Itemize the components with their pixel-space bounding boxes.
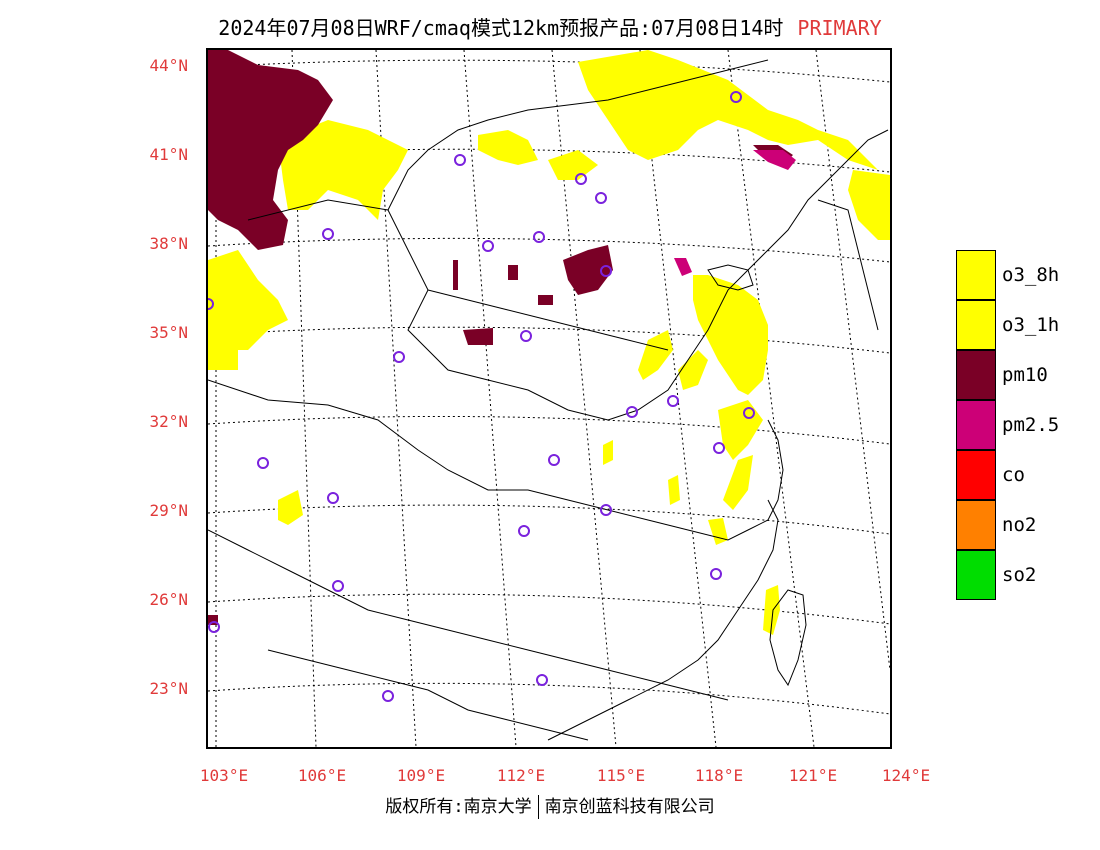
copyright-right: 南京创蓝科技有限公司 xyxy=(545,797,715,817)
map-canvas xyxy=(208,50,890,747)
lon-label-109: 109°E xyxy=(397,766,445,785)
lon-label-121: 121°E xyxy=(789,766,837,785)
lon-label-106: 106°E xyxy=(298,766,346,785)
lon-label-103: 103°E xyxy=(200,766,248,785)
lat-label-38: 38°N xyxy=(149,234,188,253)
legend-label-so2: so2 xyxy=(1002,564,1036,586)
lon-label-124: 124°E xyxy=(882,766,930,785)
legend-swatch-no2 xyxy=(956,500,996,550)
legend-swatch-pm10 xyxy=(956,350,996,400)
lon-label-112: 112°E xyxy=(497,766,545,785)
legend-label-pm10: pm10 xyxy=(1002,364,1048,386)
lat-label-29: 29°N xyxy=(149,501,188,520)
copyright-footer: 版权所有:南京大学 南京创蓝科技有限公司 xyxy=(0,792,1100,819)
footer-separator xyxy=(538,795,539,819)
pm25-exceedance-areas xyxy=(674,150,796,276)
legend-label-o3-1h: o3_1h xyxy=(1002,314,1059,336)
map-title: 2024年07月08日WRF/cmaq模式12km预报产品:07月08日14时 P… xyxy=(0,12,1100,41)
lat-label-44: 44°N xyxy=(149,56,188,75)
lat-label-41: 41°N xyxy=(149,145,188,164)
lon-label-115: 115°E xyxy=(597,766,645,785)
legend-swatch-so2 xyxy=(956,550,996,600)
lat-label-23: 23°N xyxy=(149,679,188,698)
legend-label-pm25: pm2.5 xyxy=(1002,414,1059,436)
forecast-map xyxy=(206,48,892,749)
lat-label-32: 32°N xyxy=(149,412,188,431)
primary-tag: PRIMARY xyxy=(797,16,881,40)
legend-label-co: co xyxy=(1002,464,1025,486)
title-text: 2024年07月08日WRF/cmaq模式12km预报产品:07月08日14时 xyxy=(218,16,783,40)
legend-swatch-co xyxy=(956,450,996,500)
lon-label-118: 118°E xyxy=(695,766,743,785)
legend-label-no2: no2 xyxy=(1002,514,1036,536)
legend-label-o3-8h: o3_8h xyxy=(1002,264,1059,286)
lat-label-35: 35°N xyxy=(149,323,188,342)
legend-swatch-pm25 xyxy=(956,400,996,450)
lat-label-26: 26°N xyxy=(149,590,188,609)
legend-swatch-o3-8h xyxy=(956,250,996,300)
legend-swatch-o3-1h xyxy=(956,300,996,350)
copyright-left: 版权所有:南京大学 xyxy=(385,797,531,817)
